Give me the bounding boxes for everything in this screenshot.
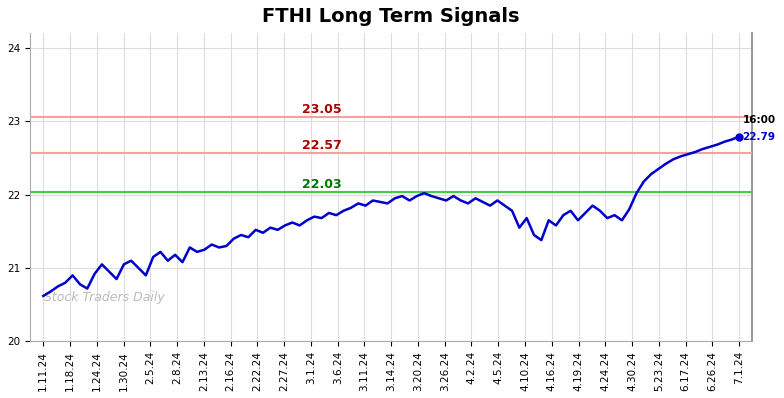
Text: 22.57: 22.57 [302,139,342,152]
Text: 22.79: 22.79 [742,132,775,142]
Text: Stock Traders Daily: Stock Traders Daily [45,291,165,304]
Title: FTHI Long Term Signals: FTHI Long Term Signals [263,7,520,26]
Text: 16:00: 16:00 [742,115,775,125]
Text: 23.05: 23.05 [302,103,341,117]
Text: 22.03: 22.03 [302,178,341,191]
